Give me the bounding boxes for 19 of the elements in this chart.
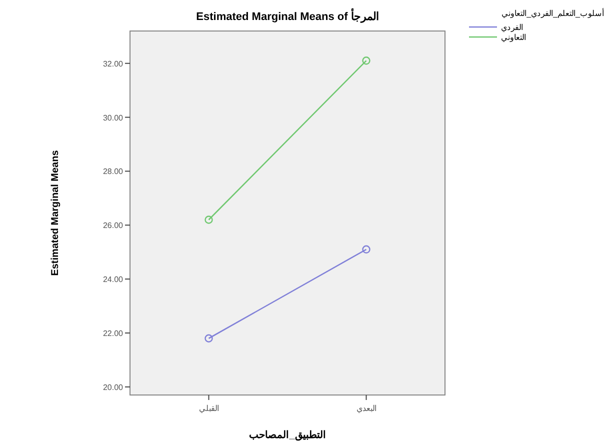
y-axis-title: Estimated Marginal Means: [50, 150, 61, 276]
y-tick-label: 26.00: [102, 221, 124, 230]
y-tick-label: 28.00: [102, 167, 124, 176]
y-tick-label: 20.00: [102, 382, 124, 392]
x-axis-title: التطبيق_المصاحب: [249, 430, 326, 441]
x-tick-label: البعدي: [356, 404, 376, 413]
point: [204, 216, 213, 224]
point: [204, 334, 213, 342]
y-tick-label: 32.00: [102, 59, 124, 68]
y-tick-label: 22.00: [102, 328, 124, 338]
point: [362, 245, 370, 254]
legend-title: أسلوب_التعلم_الفردي_التعاوني: [502, 7, 604, 18]
point: [362, 56, 370, 65]
y-tick-label: 30.00: [102, 113, 124, 122]
x-tick-label: القبلي: [198, 404, 219, 413]
legend-label: التعاوني: [501, 33, 526, 42]
chart-title: Estimated Marginal Means of المرجأ: [196, 9, 379, 23]
legend-label: الفردي: [501, 23, 523, 32]
y-tick-label: 24.00: [102, 275, 124, 284]
